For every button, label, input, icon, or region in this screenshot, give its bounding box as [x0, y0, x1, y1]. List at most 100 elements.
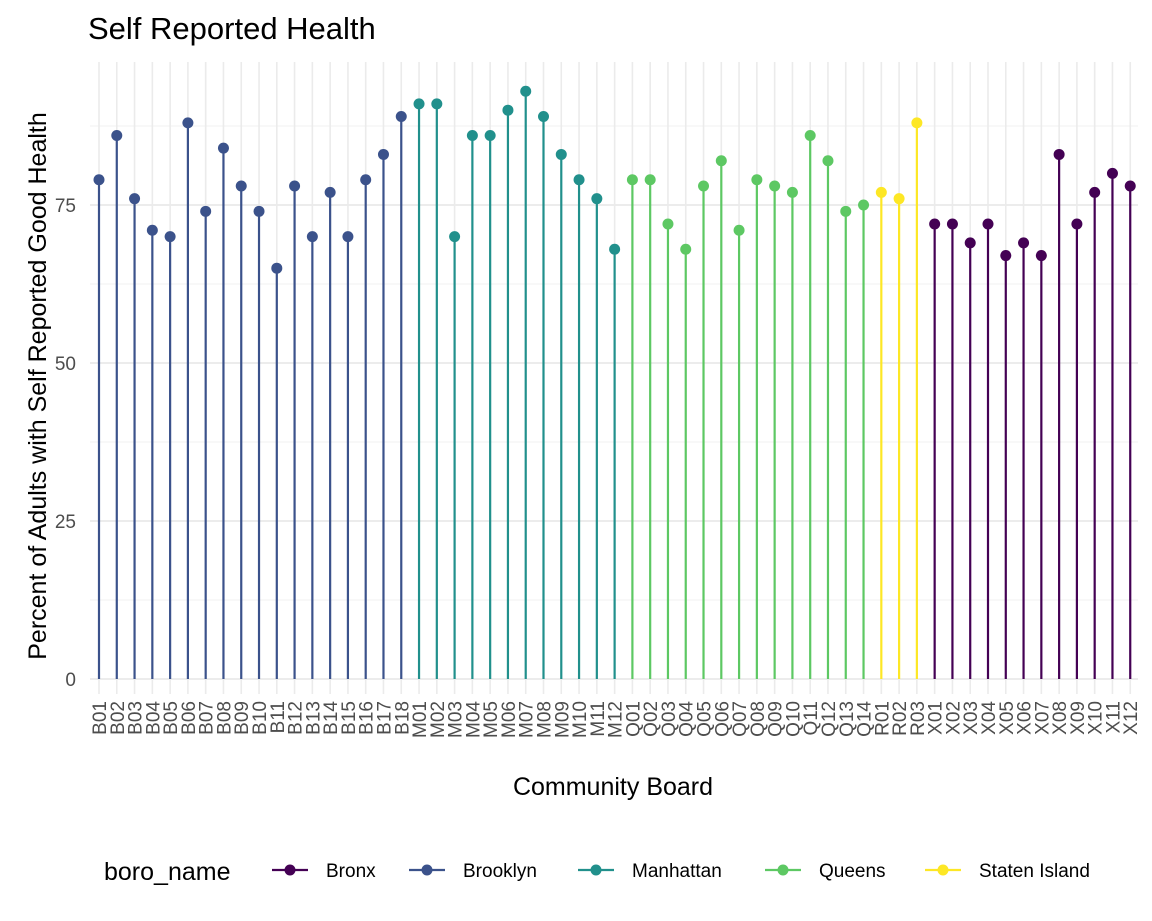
x-tick-label: X08: [1050, 701, 1071, 735]
point-X11: [1106, 167, 1118, 179]
x-tick-label: R03: [908, 701, 929, 736]
x-tick-label: B04: [143, 701, 164, 735]
legend-key-point: [284, 864, 296, 876]
point-M01: [413, 98, 425, 110]
y-tick-label: 75: [55, 196, 76, 217]
x-axis-title: Community Board: [513, 773, 713, 801]
x-tick-label: B08: [214, 701, 235, 735]
point-B04: [146, 224, 158, 236]
x-tick-label: B17: [374, 701, 395, 735]
x-tick-label: X12: [1121, 701, 1142, 735]
y-axis-ticks: 0 25 50 75: [55, 196, 76, 691]
point-B13: [306, 231, 318, 243]
point-B02: [111, 129, 123, 141]
x-tick-label: B01: [90, 701, 111, 735]
point-M03: [449, 231, 461, 243]
y-tick-label: 0: [65, 670, 76, 691]
point-B17: [377, 148, 389, 160]
chart-title: Self Reported Health: [88, 11, 376, 46]
point-X08: [1053, 148, 1065, 160]
x-tick-label: M06: [499, 701, 520, 738]
point-X12: [1124, 180, 1136, 192]
x-tick-label: Q01: [623, 701, 644, 737]
x-tick-label: M09: [552, 701, 573, 738]
x-tick-label: X07: [1032, 701, 1053, 735]
point-X09: [1071, 218, 1083, 230]
x-tick-label: M07: [517, 701, 538, 738]
point-B16: [360, 174, 372, 186]
x-tick-label: B12: [286, 701, 307, 735]
x-tick-label: Q03: [659, 701, 680, 737]
x-tick-label: X01: [926, 701, 947, 735]
x-tick-label: M10: [570, 701, 591, 738]
x-tick-label: B10: [250, 701, 271, 735]
point-B15: [342, 231, 354, 243]
legend-item-bronx: Bronx: [272, 861, 376, 882]
point-Q06: [715, 155, 727, 167]
point-B11: [271, 262, 283, 274]
point-Q11: [804, 129, 816, 141]
point-Q10: [786, 186, 798, 198]
x-tick-label: M12: [606, 701, 627, 738]
point-R01: [875, 186, 887, 198]
x-tick-label: Q12: [819, 701, 840, 737]
legend: boro_name Bronx Brooklyn Manhattan Queens St…: [104, 858, 1090, 886]
x-tick-label: Q09: [766, 701, 787, 737]
point-B07: [200, 205, 212, 217]
x-tick-label: Q07: [730, 701, 751, 737]
legend-label: Staten Island: [979, 861, 1090, 882]
x-tick-label: Q06: [712, 701, 733, 737]
legend-item-queens: Queens: [765, 861, 886, 882]
y-tick-label: 25: [55, 512, 76, 533]
x-tick-label: Q05: [695, 701, 716, 737]
x-tick-label: X03: [961, 701, 982, 735]
x-tick-label: B09: [232, 701, 253, 735]
point-M12: [609, 243, 621, 255]
x-tick-label: B05: [161, 701, 182, 735]
point-Q04: [680, 243, 692, 255]
point-M02: [431, 98, 443, 110]
x-tick-label: B06: [179, 701, 200, 735]
x-tick-label: X11: [1103, 701, 1124, 733]
point-R03: [911, 117, 923, 129]
point-Q14: [858, 199, 870, 211]
x-tick-label: M08: [535, 701, 556, 738]
legend-title: boro_name: [104, 858, 230, 886]
legend-key-point: [421, 864, 433, 876]
point-B08: [217, 142, 229, 154]
x-tick-label: Q02: [641, 701, 662, 737]
x-tick-label: R02: [890, 701, 911, 736]
point-Q05: [698, 180, 710, 192]
point-M05: [484, 129, 496, 141]
x-tick-label: Q08: [748, 701, 769, 737]
x-tick-label: X04: [979, 701, 1000, 735]
x-tick-label: X02: [943, 701, 964, 735]
point-X02: [946, 218, 958, 230]
point-M07: [520, 85, 532, 97]
y-tick-label: 50: [55, 354, 76, 375]
x-tick-label: B07: [197, 701, 218, 735]
point-Q13: [840, 205, 852, 217]
point-B10: [253, 205, 265, 217]
lollipop-points: [93, 85, 1136, 274]
x-tick-label: M05: [481, 701, 502, 738]
point-B09: [235, 180, 247, 192]
point-B03: [129, 193, 141, 205]
point-R02: [893, 193, 905, 205]
x-tick-label: B13: [303, 701, 324, 735]
point-M08: [538, 111, 549, 123]
x-tick-label: Q13: [837, 701, 858, 737]
point-X01: [929, 218, 941, 230]
x-tick-label: B14: [321, 701, 342, 735]
legend-key-point: [590, 864, 602, 876]
legend-key-point: [937, 864, 949, 876]
point-B12: [289, 180, 301, 192]
point-B06: [182, 117, 194, 129]
lollipop-stems: [97, 91, 1132, 679]
legend-label: Manhattan: [632, 861, 722, 882]
x-tick-label: M04: [463, 701, 484, 738]
x-tick-label: X06: [1015, 701, 1036, 735]
x-tick-label: Q11: [801, 701, 822, 736]
x-tick-label: X05: [997, 701, 1018, 735]
